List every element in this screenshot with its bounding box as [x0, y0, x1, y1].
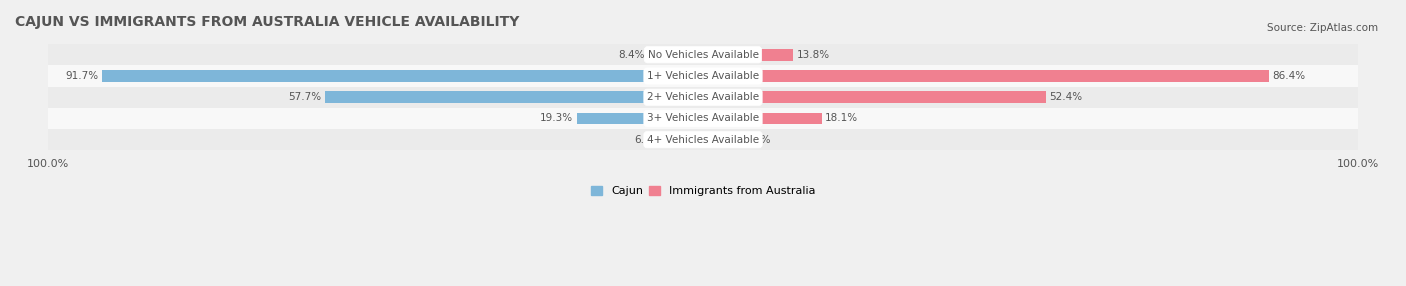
Bar — [48, 44, 1358, 65]
Bar — [325, 92, 703, 103]
Text: 18.1%: 18.1% — [825, 114, 858, 124]
Bar — [48, 65, 1358, 87]
Bar — [48, 87, 1358, 108]
Text: Source: ZipAtlas.com: Source: ZipAtlas.com — [1267, 23, 1378, 33]
Bar — [103, 70, 703, 82]
Text: 8.4%: 8.4% — [619, 50, 645, 60]
Bar — [703, 70, 1270, 82]
Text: 6.0%: 6.0% — [634, 135, 661, 145]
Text: CAJUN VS IMMIGRANTS FROM AUSTRALIA VEHICLE AVAILABILITY: CAJUN VS IMMIGRANTS FROM AUSTRALIA VEHIC… — [15, 15, 519, 29]
Text: 5.8%: 5.8% — [744, 135, 770, 145]
Text: 57.7%: 57.7% — [288, 92, 322, 102]
Legend: Cajun, Immigrants from Australia: Cajun, Immigrants from Australia — [586, 182, 820, 201]
Text: 2+ Vehicles Available: 2+ Vehicles Available — [647, 92, 759, 102]
Text: 91.7%: 91.7% — [66, 71, 98, 81]
Text: 4+ Vehicles Available: 4+ Vehicles Available — [647, 135, 759, 145]
Text: 52.4%: 52.4% — [1050, 92, 1083, 102]
Bar — [48, 129, 1358, 150]
Bar — [703, 49, 793, 61]
Bar — [703, 92, 1046, 103]
Bar — [48, 108, 1358, 129]
Bar — [576, 113, 703, 124]
Text: 13.8%: 13.8% — [797, 50, 830, 60]
Bar — [703, 134, 741, 146]
Bar — [703, 113, 821, 124]
Bar — [664, 134, 703, 146]
Bar — [648, 49, 703, 61]
Text: 19.3%: 19.3% — [540, 114, 574, 124]
Text: 3+ Vehicles Available: 3+ Vehicles Available — [647, 114, 759, 124]
Text: 86.4%: 86.4% — [1272, 71, 1306, 81]
Text: No Vehicles Available: No Vehicles Available — [648, 50, 758, 60]
Text: 1+ Vehicles Available: 1+ Vehicles Available — [647, 71, 759, 81]
